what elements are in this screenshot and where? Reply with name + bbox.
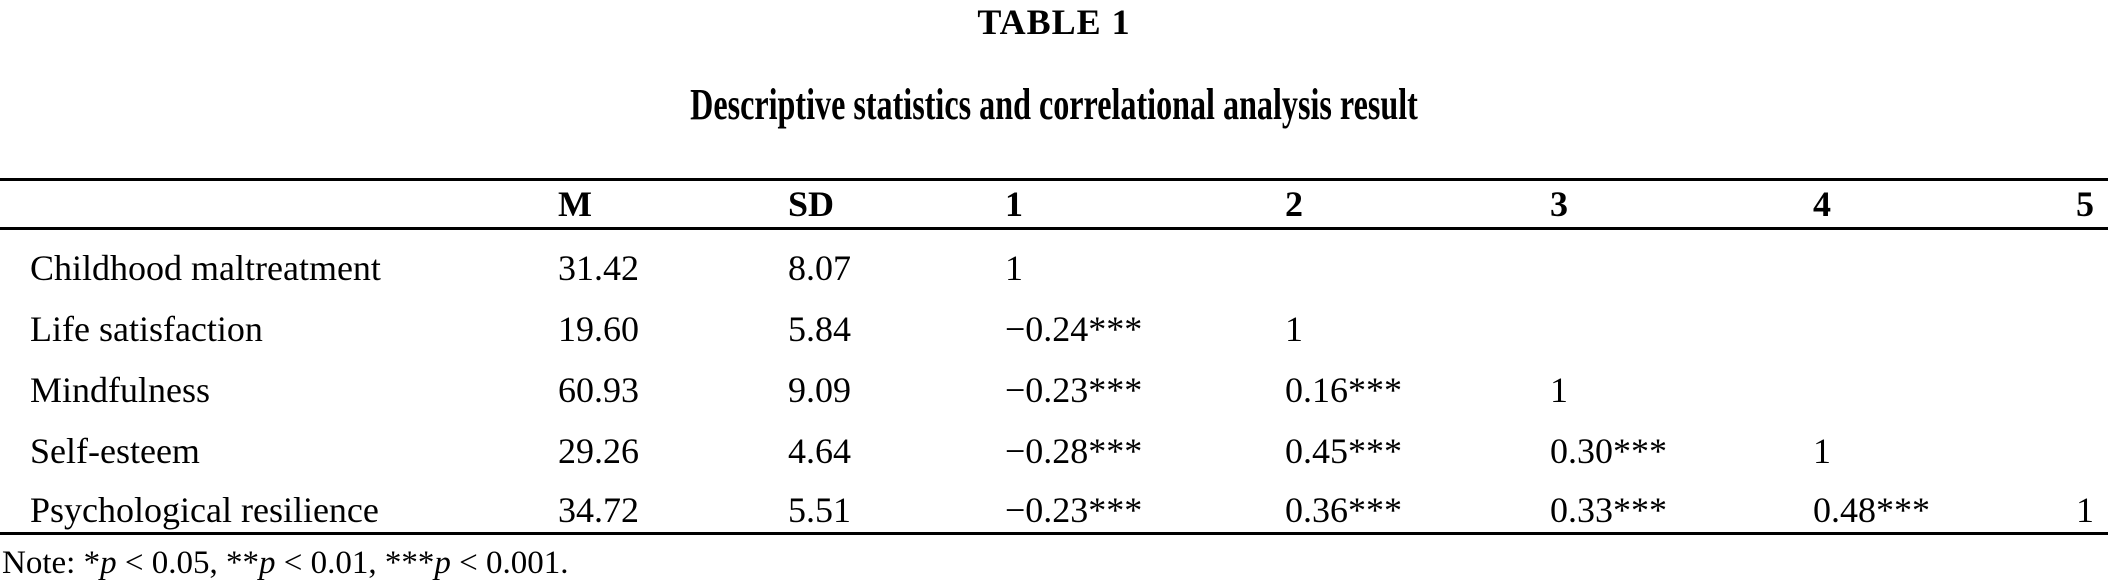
cell-sd: 5.84 xyxy=(788,308,851,349)
significance-stars: * xyxy=(83,545,101,581)
column-header-5: 5 xyxy=(2076,184,2094,224)
cell-sd: 8.07 xyxy=(788,247,851,288)
cell-4: 1 xyxy=(1813,430,1831,471)
cell-5 xyxy=(2000,351,2108,412)
table-row: Childhood maltreatment 31.42 8.07 1 xyxy=(0,229,2108,290)
cell-m: 19.60 xyxy=(558,308,639,349)
cell-m: 31.42 xyxy=(558,247,639,288)
note-prefix: Note: xyxy=(2,545,84,581)
cell-1: −0.23*** xyxy=(1005,490,1143,530)
cell-1: 1 xyxy=(1005,247,1023,288)
cell-m: 29.26 xyxy=(558,430,639,471)
note-sig-1: *p < 0.05, xyxy=(84,545,226,581)
cell-2: 0.36*** xyxy=(1285,490,1402,530)
cell-sd: 5.51 xyxy=(788,490,851,530)
cell-3: 0.33*** xyxy=(1550,490,1667,530)
cell-3 xyxy=(1550,229,1813,290)
header-row: M SD 1 2 3 4 5 xyxy=(0,180,2108,229)
statistics-table: M SD 1 2 3 4 5 Childhood maltreatment 31… xyxy=(0,178,2108,535)
column-header-sd: SD xyxy=(788,184,835,224)
p-threshold: < 0.001. xyxy=(450,545,569,581)
cell-sd: 4.64 xyxy=(788,430,851,471)
table-caption: Descriptive statistics and correlational… xyxy=(690,80,1418,129)
table-number: TABLE 1 xyxy=(977,2,1131,42)
cell-2: 0.16*** xyxy=(1285,369,1402,410)
cell-sd: 9.09 xyxy=(788,369,851,410)
cell-4: 0.48*** xyxy=(1813,490,1930,530)
cell-1: −0.28*** xyxy=(1005,430,1143,471)
cell-2: 1 xyxy=(1285,308,1303,349)
cell-5 xyxy=(2000,229,2108,290)
column-header-4: 4 xyxy=(1813,184,1831,224)
p-threshold: < 0.01, xyxy=(275,545,385,581)
significance-stars: *** xyxy=(384,545,435,581)
cell-2 xyxy=(1285,229,1550,290)
cell-3: 1 xyxy=(1550,369,1568,410)
table-row: Mindfulness 60.93 9.09 −0.23*** 0.16*** … xyxy=(0,351,2108,412)
cell-5: 1 xyxy=(2076,490,2094,530)
row-label: Childhood maltreatment xyxy=(30,247,381,288)
cell-1: −0.24*** xyxy=(1005,308,1143,349)
cell-m: 60.93 xyxy=(558,369,639,410)
p-symbol: p xyxy=(434,545,451,581)
cell-3 xyxy=(1550,290,1813,351)
table-note: Note: *p < 0.05, **p < 0.01, ***p < 0.00… xyxy=(2,543,568,583)
cell-4 xyxy=(1813,290,2000,351)
note-sig-3: ***p < 0.001. xyxy=(385,545,569,581)
row-label: Life satisfaction xyxy=(30,308,263,349)
table-row: Self-esteem 29.26 4.64 −0.28*** 0.45*** … xyxy=(0,412,2108,473)
row-label: Psychological resilience xyxy=(30,490,379,530)
cell-4 xyxy=(1813,229,2000,290)
cell-2: 0.45*** xyxy=(1285,430,1402,471)
cell-5 xyxy=(2000,412,2108,473)
p-symbol: p xyxy=(100,545,117,581)
table-row: Psychological resilience 34.72 5.51 −0.2… xyxy=(0,473,2108,534)
significance-stars: ** xyxy=(225,545,259,581)
row-label: Self-esteem xyxy=(30,430,200,471)
cell-m: 34.72 xyxy=(558,490,639,530)
column-header-2: 2 xyxy=(1285,184,1303,224)
column-header-m: M xyxy=(558,184,592,224)
cell-4 xyxy=(1813,351,2000,412)
column-header-variable xyxy=(0,180,558,229)
column-header-3: 3 xyxy=(1550,184,1568,224)
cell-5 xyxy=(2000,290,2108,351)
table-row: Life satisfaction 19.60 5.84 −0.24*** 1 xyxy=(0,290,2108,351)
p-threshold: < 0.05, xyxy=(116,545,226,581)
cell-3: 0.30*** xyxy=(1550,430,1667,471)
note-sig-2: **p < 0.01, xyxy=(226,545,385,581)
column-header-1: 1 xyxy=(1005,184,1023,224)
row-label: Mindfulness xyxy=(30,369,210,410)
p-symbol: p xyxy=(258,545,276,581)
cell-1: −0.23*** xyxy=(1005,369,1143,410)
